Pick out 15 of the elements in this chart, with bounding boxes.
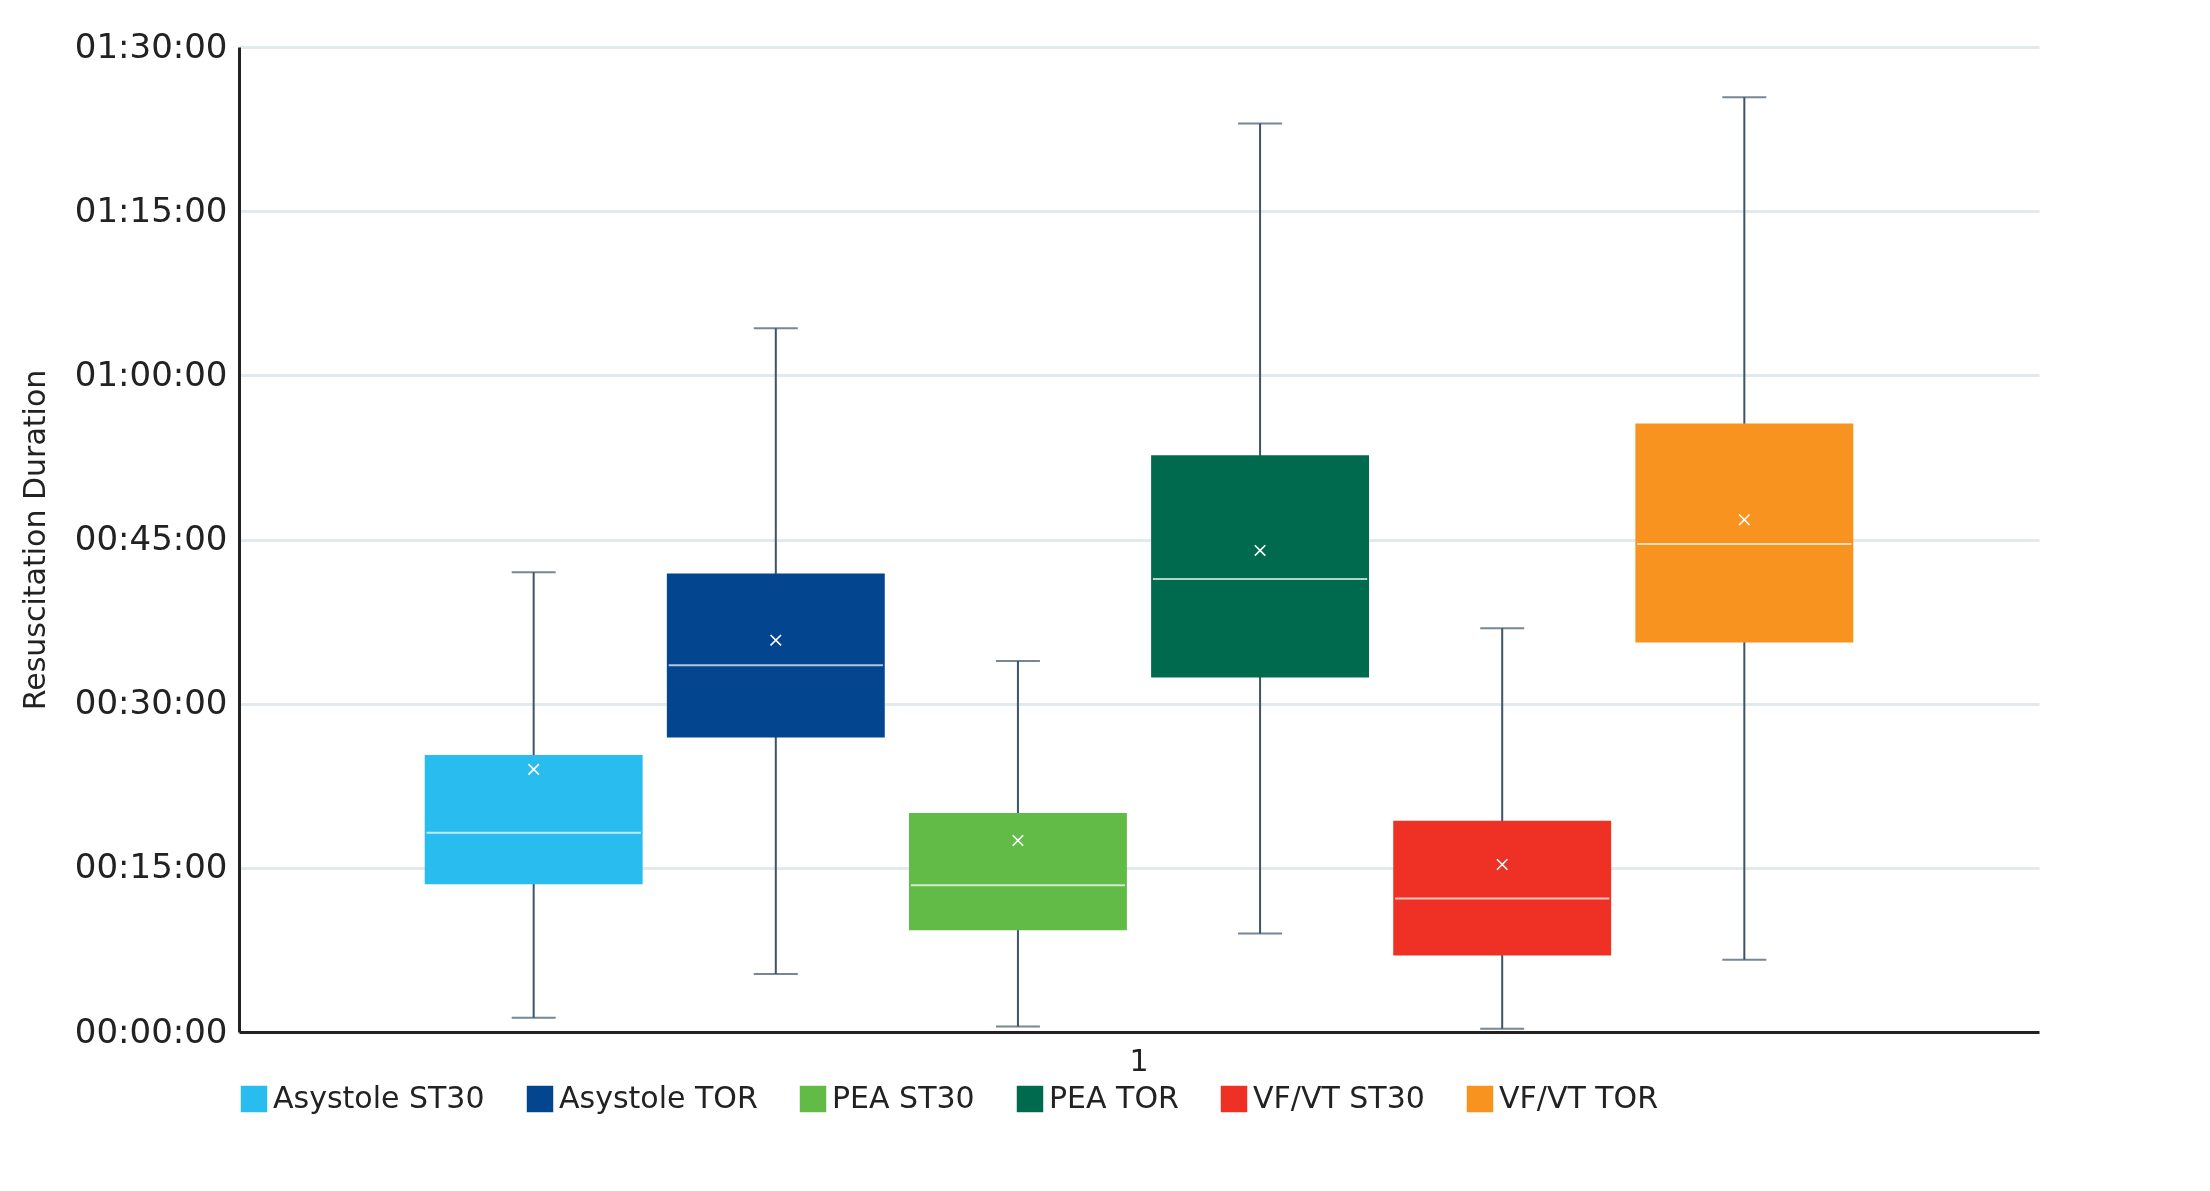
y-tick-label: 00:30:00 [74, 682, 228, 723]
legend-label: Asystole TOR [559, 1080, 758, 1115]
legend-label: PEA TOR [1049, 1080, 1179, 1115]
y-tick-label: 00:15:00 [74, 846, 228, 887]
y-tick-label: 00:45:00 [74, 518, 228, 558]
x-tick-label: 1 [1129, 1042, 1149, 1078]
legend-label: VF/VT ST30 [1253, 1080, 1425, 1115]
y-tick-label: 01:30:00 [74, 25, 228, 66]
y-tick-label: 01:15:00 [74, 189, 228, 230]
legend-label: Asystole ST30 [273, 1080, 485, 1115]
legend-label: PEA ST30 [832, 1080, 975, 1115]
y-axis-title: Resuscitation Duration [16, 369, 52, 711]
y-tick-label: 01:00:00 [74, 353, 228, 394]
legend-label: VF/VT TOR [1499, 1080, 1659, 1115]
y-tick-label: 00:00:00 [74, 1010, 228, 1051]
